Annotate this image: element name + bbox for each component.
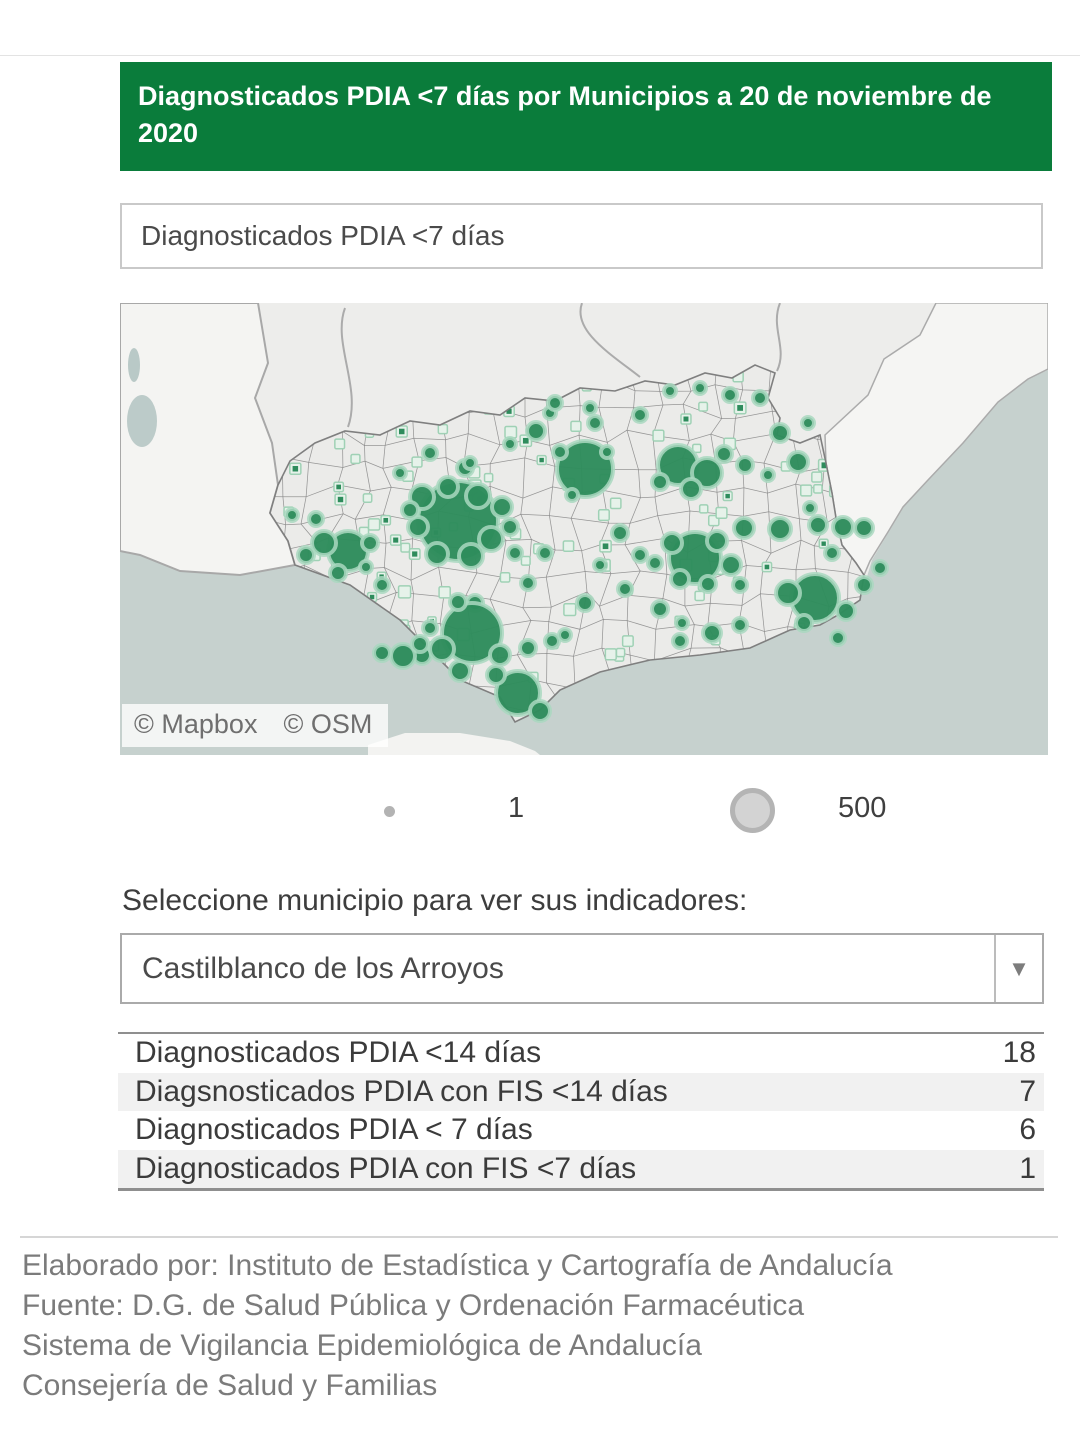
map-sea [120, 370, 1048, 755]
municipality-select-label: Seleccione municipio para ver sus indica… [122, 884, 748, 917]
footer-line: Sistema de Vigilancia Epidemiológica de … [22, 1329, 702, 1362]
map-province-border [775, 303, 782, 372]
footer-line: Consejería de Salud y Familias [22, 1369, 438, 1402]
municipality-dropdown-arrow-cell[interactable]: ▼ [994, 935, 1042, 1002]
map-reservoir [128, 348, 140, 382]
municipality-dropdown-value[interactable]: Castilblanco de los Arroyos [142, 951, 504, 985]
measure-label: Diagnosticados PDIA <7 días [141, 220, 505, 251]
table-row: Diagsnosticados PDIA con FIS <14 días 7 [118, 1072, 1044, 1111]
indicator-label: Diagnosticados PDIA <14 días [135, 1036, 542, 1070]
legend-min-label: 1 [508, 792, 525, 824]
indicator-value: 1 [1019, 1151, 1036, 1185]
dashboard-title-banner: Diagnosticados PDIA <7 días por Municipi… [120, 62, 1052, 171]
table-row: Diagnosticados PDIA <14 días 18 [118, 1034, 1044, 1073]
indicator-table: Diagnosticados PDIA <14 días 18 Diagsnos… [118, 1032, 1044, 1191]
andalucia-outline [269, 364, 865, 724]
legend-max-label: 500 [838, 792, 887, 824]
indicator-value: 18 [1002, 1036, 1036, 1070]
page-top-divider [0, 55, 1080, 56]
map-attribution: © Mapbox © OSM [122, 704, 389, 747]
footer-divider [20, 1236, 1058, 1238]
footer: Elaborado por: Instituto de Estadística … [22, 1246, 1062, 1406]
indicator-label: Diagsnosticados PDIA con FIS <14 días [135, 1074, 668, 1108]
indicator-label: Diagnosticados PDIA < 7 días [135, 1113, 533, 1147]
indicator-label: Diagnosticados PDIA con FIS <7 días [135, 1151, 637, 1185]
indicator-value: 7 [1019, 1074, 1036, 1108]
legend-min-circle [384, 806, 395, 817]
table-row: Diagnosticados PDIA con FIS <7 días 1 [118, 1149, 1044, 1188]
footer-line: Elaborado por: Instituto de Estadística … [22, 1249, 893, 1282]
andalucia-bubble-map[interactable] [120, 303, 1048, 755]
bubble-layer [284, 380, 889, 723]
table-row: Diagnosticados PDIA < 7 días 6 [118, 1111, 1044, 1150]
size-legend: 1 500 [120, 768, 1048, 860]
dashboard-title: Diagnosticados PDIA <7 días por Municipi… [138, 81, 992, 148]
chevron-down-icon: ▼ [1008, 955, 1030, 981]
mapbox-attribution[interactable]: © Mapbox [134, 709, 258, 739]
map-province-border [579, 303, 641, 378]
osm-attribution[interactable]: © OSM [283, 709, 373, 739]
legend-max-circle [730, 788, 775, 833]
measure-select-box[interactable]: Diagnosticados PDIA <7 días [120, 203, 1043, 269]
indicator-value: 6 [1019, 1113, 1036, 1147]
map-container: © Mapbox © OSM [120, 303, 1048, 755]
map-morocco [368, 733, 540, 755]
footer-line: Fuente: D.G. de Salud Pública y Ordenaci… [22, 1289, 805, 1322]
municipality-dropdown[interactable]: Castilblanco de los Arroyos ▼ [120, 933, 1044, 1004]
map-province-border [340, 307, 353, 428]
map-reservoir [127, 395, 157, 447]
